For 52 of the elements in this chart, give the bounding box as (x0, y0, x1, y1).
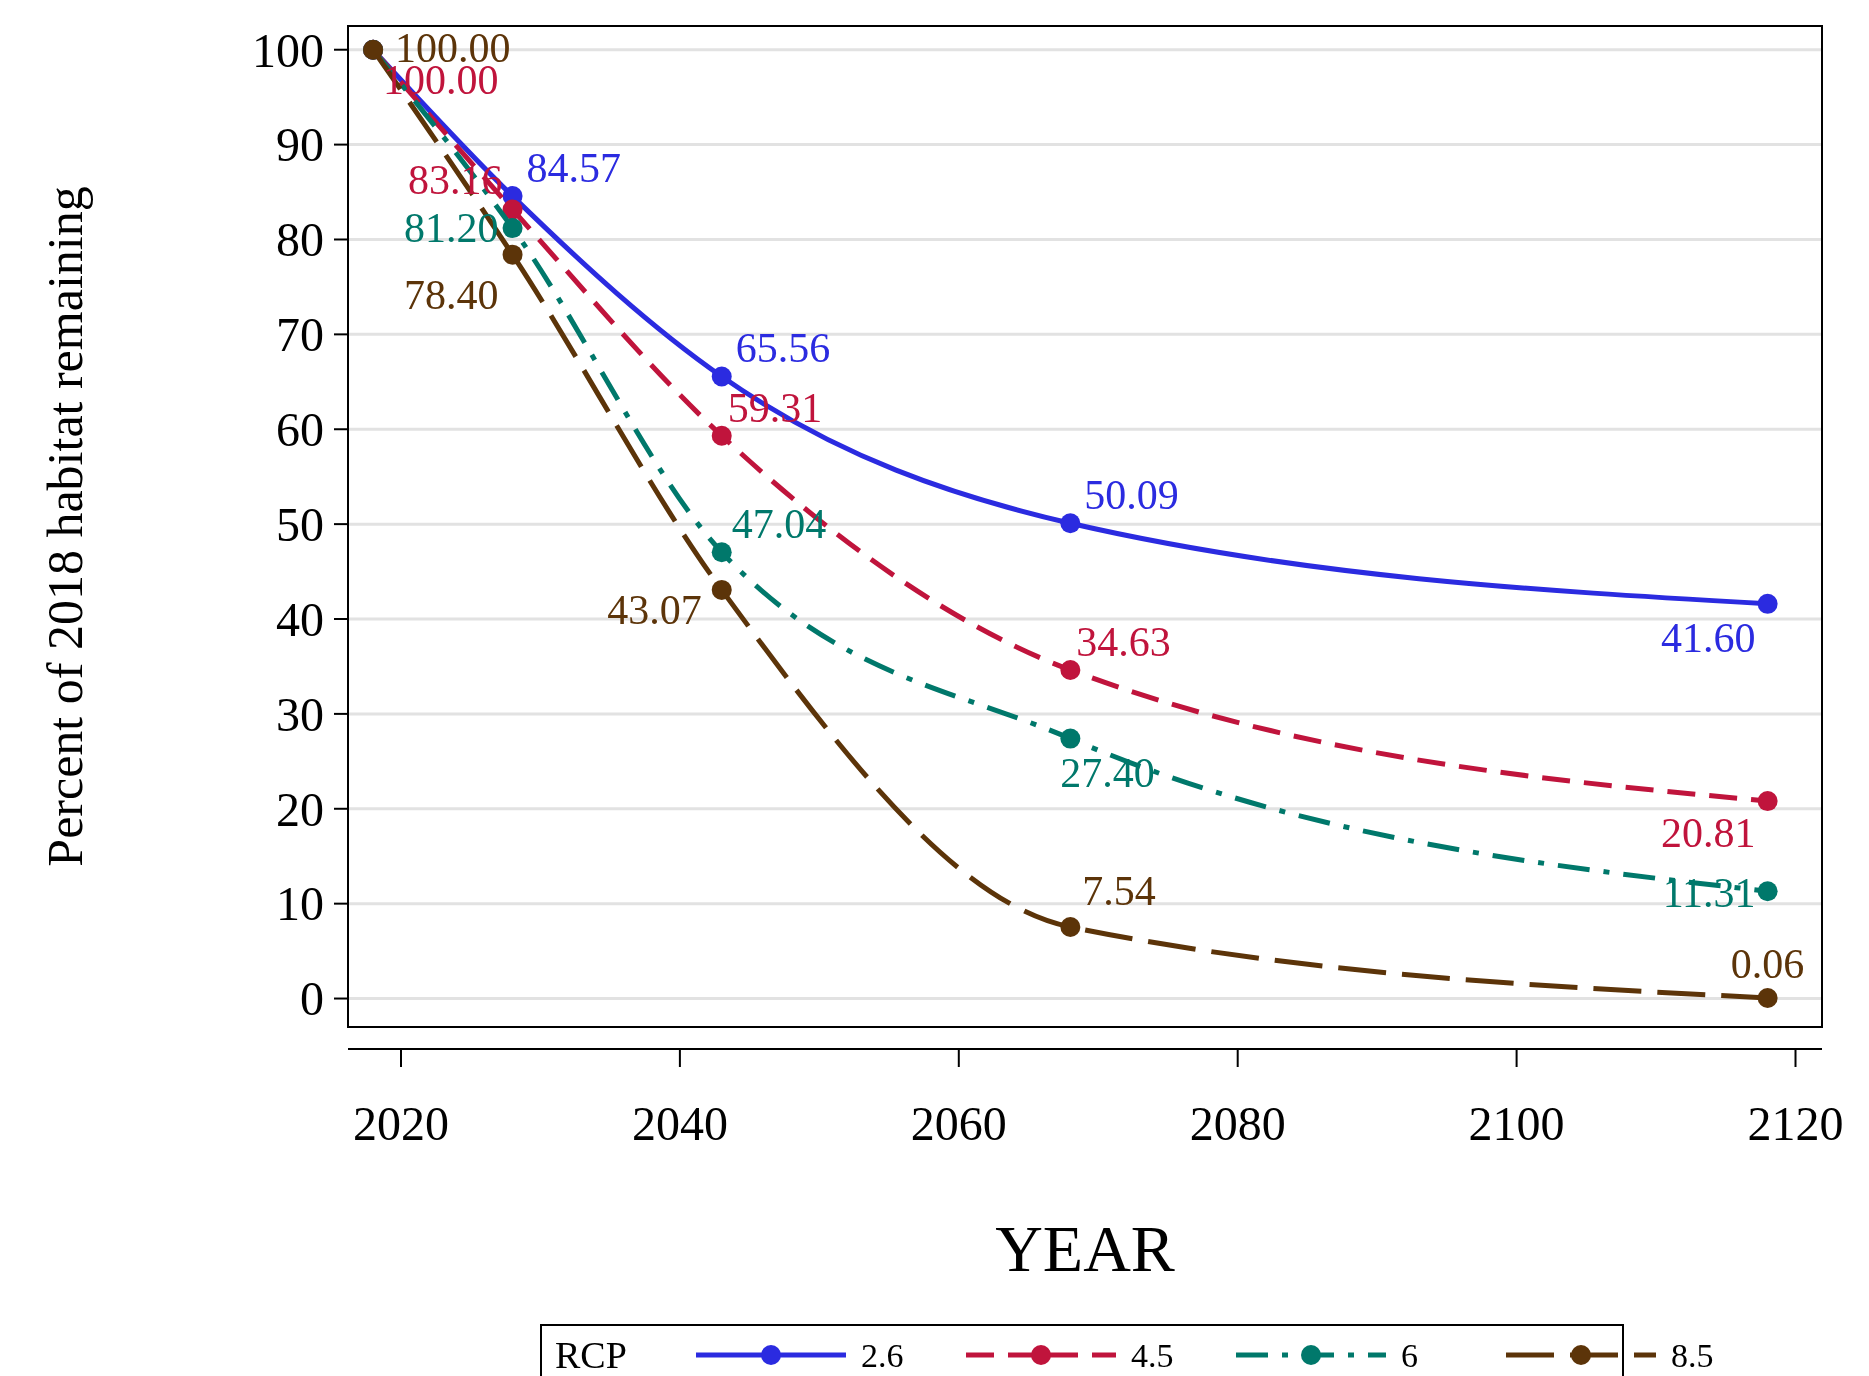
x-axis-title: YEAR (995, 1212, 1175, 1286)
y-tick-label: 0 (300, 972, 324, 1026)
point (1757, 593, 1778, 614)
data-label: 0.06 (1730, 940, 1805, 987)
legend-label: 6 (1401, 1336, 1418, 1374)
point (711, 366, 732, 387)
y-tick-label: 20 (276, 782, 324, 836)
data-label: 34.63 (1076, 618, 1171, 665)
data-label: 7.54 (1082, 867, 1156, 914)
y-tick-label: 50 (276, 497, 324, 551)
legend-label: 2.6 (861, 1336, 904, 1374)
x-tick-label: 2020 (352, 1096, 449, 1150)
point (502, 244, 523, 265)
y-tick-label: 100 (252, 23, 324, 77)
legend-label: 8.5 (1671, 1336, 1714, 1374)
x-tick-label: 2120 (1747, 1096, 1844, 1150)
y-tick-label: 40 (276, 592, 324, 646)
data-label: 41.60 (1661, 614, 1756, 661)
x-tick-label: 2060 (910, 1096, 1007, 1150)
point (502, 199, 523, 220)
point (711, 425, 732, 446)
point (502, 218, 523, 239)
y-tick-label: 80 (276, 213, 324, 267)
point (1757, 881, 1778, 902)
legend-title: RCP (555, 1334, 627, 1376)
y-tick-label: 60 (276, 403, 324, 457)
x-tick-label: 2100 (1468, 1096, 1565, 1150)
data-label: 43.07 (607, 586, 702, 633)
y-tick-label: 90 (276, 118, 324, 172)
data-label: 50.09 (1084, 472, 1179, 519)
x-tick-label: 2040 (631, 1096, 728, 1150)
data-label: 20.81 (1661, 810, 1756, 857)
data-label: 78.40 (404, 271, 499, 318)
point (711, 542, 732, 563)
data-label: 47.04 (731, 501, 827, 548)
x-tick-label: 2080 (1189, 1096, 1286, 1150)
data-label: 65.56 (735, 325, 831, 372)
point (1757, 791, 1778, 812)
data-label: 27.40 (1060, 749, 1155, 796)
y-tick-label: 30 (276, 687, 324, 741)
point (711, 579, 732, 600)
point (1060, 917, 1081, 937)
legend-label: 4.5 (1131, 1336, 1174, 1374)
point (1757, 987, 1778, 1008)
point (1060, 728, 1081, 749)
data-label: 84.57 (526, 145, 622, 192)
data-label: 81.20 (404, 205, 499, 252)
y-axis-title: Percent of 2018 habitat remaining (36, 186, 93, 867)
point (1060, 513, 1081, 534)
y-tick-label: 70 (276, 308, 324, 362)
y-tick-label: 10 (276, 877, 324, 931)
point (1060, 659, 1081, 680)
